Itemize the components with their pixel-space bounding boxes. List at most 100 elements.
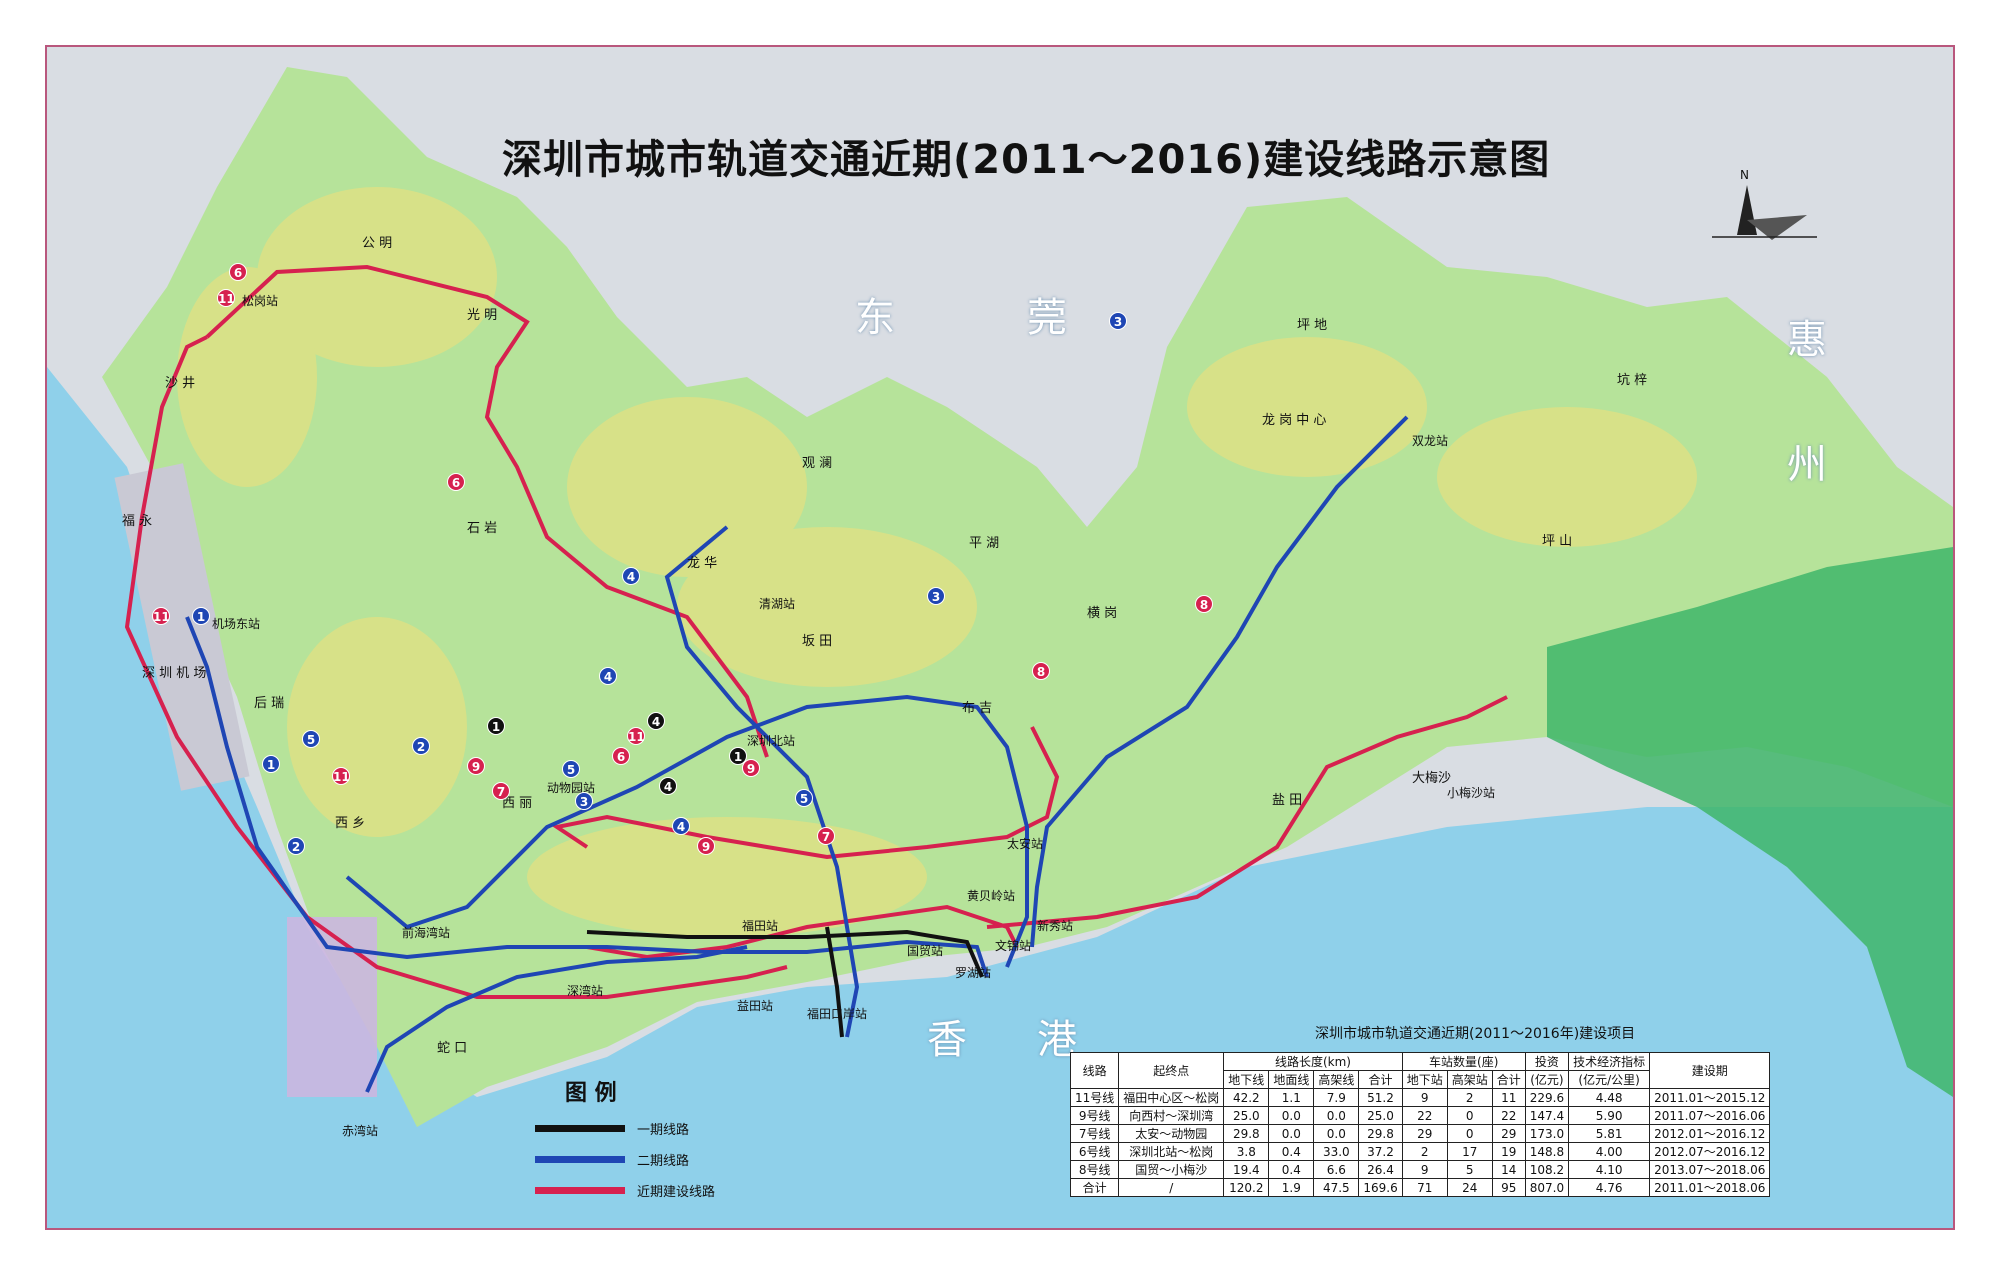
- project-table-title: 深圳市城市轨道交通近期(2011～2016年)建设项目: [1315, 1026, 1636, 1042]
- sub-underground-stations: 地下站: [1401, 1070, 1448, 1089]
- legend: 图 例 一期线路 二期线路 近期建设线路: [535, 1075, 765, 1200]
- line-5-badge: 5: [562, 760, 580, 778]
- table-cell: 29: [1401, 1124, 1448, 1143]
- place-henggang: 横 岗: [1087, 606, 1118, 621]
- line-2-badge: 2: [412, 737, 430, 755]
- table-cell: 37.2: [1358, 1142, 1403, 1161]
- table-cell: 0.0: [1313, 1106, 1360, 1125]
- line-4-badge-3: 4: [672, 817, 690, 835]
- station-songgang: 松岗站: [242, 294, 279, 308]
- place-guanlan: 观 澜: [802, 456, 833, 471]
- harbour-area: [287, 917, 377, 1097]
- line-3-badge-2: 3: [1109, 312, 1127, 330]
- table-cell: 25.0: [1223, 1106, 1270, 1125]
- table-cell: 5.81: [1568, 1124, 1651, 1143]
- line-8: [986, 695, 1508, 929]
- table-cell: 5: [1446, 1160, 1493, 1179]
- place-bantian: 坂 田: [802, 634, 833, 649]
- table-cell: 17: [1446, 1142, 1493, 1161]
- station-jichangdong: 机场东站: [212, 617, 261, 631]
- north-label: N: [1740, 168, 1749, 182]
- table-cell: 25.0: [1358, 1106, 1403, 1125]
- line-11: [124, 335, 788, 999]
- sub-elevated-stations: 高架站: [1446, 1070, 1493, 1089]
- region-huizhou-1: 惠: [1787, 317, 1827, 363]
- north-arrow-icon: N: [1712, 168, 1817, 240]
- table-cell: 147.4: [1524, 1106, 1570, 1125]
- table-cell: 4.48: [1568, 1088, 1651, 1107]
- line-8-badge: 8: [1195, 595, 1213, 613]
- place-pingdi: 坪 地: [1297, 318, 1328, 333]
- table-cell: 0: [1446, 1106, 1493, 1125]
- place-xili: 西 丽: [502, 796, 533, 811]
- table-cell: 22: [1491, 1106, 1526, 1125]
- table-cell: 7.9: [1313, 1088, 1360, 1107]
- table-cell: 807.0: [1524, 1178, 1570, 1197]
- place-kengzi: 坑 梓: [1617, 373, 1648, 388]
- sub-investment-unit: (亿元): [1524, 1070, 1570, 1089]
- table-cell: 2: [1446, 1088, 1493, 1107]
- table-row: 合计/120.2 1.9 47.5 169.6 71 24 95 807.0 4.76 2011.…: [1069, 1178, 1771, 1197]
- table-cell: 6号线: [1069, 1142, 1120, 1161]
- station-wenjin: 文锦站: [995, 939, 1032, 953]
- table-cell: 2011.01～2015.12: [1649, 1088, 1771, 1107]
- line-4-phase1: [825, 926, 844, 1038]
- region-xianggang-1: 香: [927, 1017, 967, 1063]
- line-5: [345, 694, 1029, 968]
- col-investment: 投资: [1524, 1052, 1570, 1071]
- table-cell: 9号线: [1069, 1106, 1120, 1125]
- station-dongwuyuan: 动物园站: [547, 781, 596, 795]
- col-line: 线路: [1069, 1052, 1120, 1089]
- station-qinghu: 清湖站: [759, 597, 796, 611]
- sub-total-stations: 合计: [1491, 1070, 1526, 1089]
- sub-elevated: 高架线: [1313, 1070, 1360, 1089]
- table-cell: 2012.07～2016.12: [1649, 1142, 1771, 1161]
- line-4-phase1-badge: 4: [647, 712, 665, 730]
- table-cell: 42.2: [1223, 1088, 1270, 1107]
- line-5-badge-3: 5: [795, 789, 813, 807]
- place-shekou: 蛇 口: [437, 1041, 468, 1056]
- place-fuyong: 福 永: [122, 514, 153, 529]
- line-9: [586, 904, 1019, 960]
- line-5-badge-2: 5: [302, 730, 320, 748]
- line-6-badge-2: 6: [447, 473, 465, 491]
- table-cell: 14: [1491, 1160, 1526, 1179]
- table-cell: 169.6: [1358, 1178, 1403, 1197]
- table-cell: 4.00: [1568, 1142, 1651, 1161]
- project-table: 线路 起终点 线路长度(km) 车站数量(座) 投资 技术经济指标 建设期 地下…: [1069, 1052, 1771, 1197]
- project-table-body: 11号线 福田中心区～松岗 42.2 1.1 7.9 51.2 9 2 11 229.6 4.48 2…: [1069, 1088, 1771, 1197]
- table-cell: 22: [1401, 1106, 1448, 1125]
- col-stations: 车站数量(座): [1401, 1052, 1526, 1071]
- place-xixiang: 西 乡: [335, 816, 366, 831]
- line-3-badge: 3: [927, 587, 945, 605]
- table-cell: 2011.07～2016.06: [1649, 1106, 1771, 1125]
- station-shenzhenbei: 深圳北站: [747, 734, 796, 748]
- table-cell: 7号线: [1069, 1124, 1120, 1143]
- line-1: [185, 616, 989, 978]
- table-cell: 0.0: [1313, 1124, 1360, 1143]
- station-xinxiu: 新秀站: [1037, 919, 1074, 933]
- table-cell: 9: [1401, 1160, 1448, 1179]
- table-cell: 148.8: [1524, 1142, 1570, 1161]
- table-cell: 24: [1446, 1178, 1493, 1197]
- table-row: 6号线 深圳北站～松岗 3.8 0.4 33.0 37.2 2 17 19 148.8 4.00 20…: [1069, 1142, 1771, 1161]
- col-endpoints: 起终点: [1118, 1052, 1225, 1089]
- table-cell: 51.2: [1358, 1088, 1403, 1107]
- line-7-badge-2: 7: [817, 827, 835, 845]
- map-canvas: [47, 47, 1953, 1228]
- legend-swatch-near-term: [535, 1187, 625, 1194]
- table-cell: 2: [1401, 1142, 1448, 1161]
- map-frame: 深圳市城市轨道交通近期(2011～2016)建设线路示意图 N 东 莞 惠 州 …: [45, 45, 1955, 1230]
- sea-area: [47, 367, 1953, 1228]
- eastern-forest: [1547, 547, 1953, 1097]
- place-shiyan: 石 岩: [467, 521, 498, 536]
- legend-swatch-phase1: [535, 1125, 625, 1132]
- place-yantian: 盐 田: [1272, 793, 1303, 808]
- table-cell: 0: [1446, 1124, 1493, 1143]
- table-cell: 33.0: [1313, 1142, 1360, 1161]
- place-pinghu: 平 湖: [969, 536, 1000, 551]
- table-cell: 9: [1401, 1088, 1448, 1107]
- table-cell: 8号线: [1069, 1160, 1120, 1179]
- legend-label-phase2: 二期线路: [637, 1154, 690, 1169]
- line-4-badge: 4: [622, 567, 640, 585]
